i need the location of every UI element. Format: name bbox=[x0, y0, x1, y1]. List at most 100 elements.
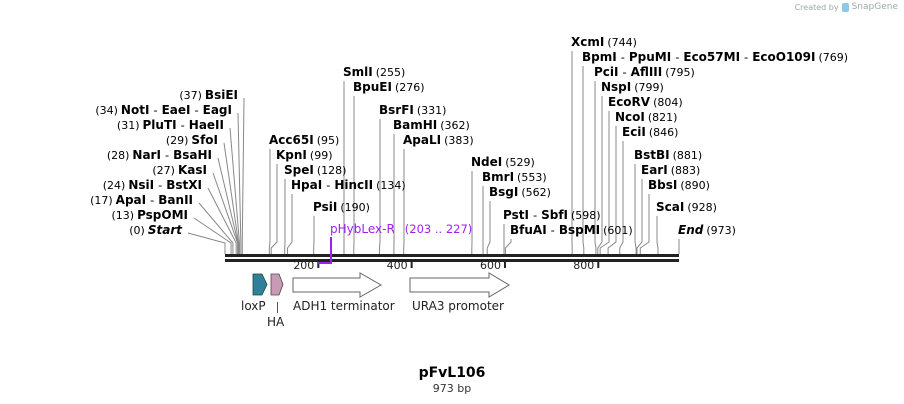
enzyme-site-label-BamHI[interactable]: BamHI (362) bbox=[393, 118, 473, 133]
separator: - bbox=[622, 65, 627, 79]
cut-site-line-BpmI bbox=[582, 66, 585, 254]
enzyme-site-label-BbsI[interactable]: BbsI (890) bbox=[648, 178, 713, 193]
cut-position: (529) bbox=[505, 156, 535, 169]
enzyme-site-label-EcoRV[interactable]: EcoRV (804) bbox=[608, 95, 686, 110]
cut-position: (0) bbox=[129, 224, 145, 237]
enzyme-site-label-ScaI[interactable]: ScaI (928) bbox=[656, 200, 720, 215]
enzyme-site-label-NsiI[interactable]: (24) NsiI - BstXI bbox=[100, 178, 202, 193]
enzyme-site-label-ApaI[interactable]: (17) ApaI - BanII bbox=[87, 193, 193, 208]
enzyme-site-label-End[interactable]: End (973) bbox=[678, 223, 739, 238]
cut-position: (190) bbox=[340, 201, 370, 214]
cut-site-line-PspOMI bbox=[193, 217, 232, 254]
enzyme-site-label-NdeI[interactable]: NdeI (529) bbox=[471, 155, 538, 170]
cut-site-line-ApaI bbox=[198, 202, 234, 254]
feature-label-URA3-promoter: URA3 promoter bbox=[412, 299, 504, 313]
cut-position: (31) bbox=[116, 119, 140, 132]
enzyme-site-label-Start[interactable]: (0) Start bbox=[126, 223, 182, 238]
cut-position: (769) bbox=[818, 51, 849, 64]
cut-site-line-BsgI bbox=[486, 201, 491, 254]
enzyme-site-label-ApaLI[interactable]: ApaLI (383) bbox=[403, 133, 477, 148]
enzyme-site-label-BstBI[interactable]: BstBI (881) bbox=[634, 148, 705, 163]
enzyme-name: SmlI bbox=[343, 65, 373, 79]
enzyme-site-label-BpuEI[interactable]: BpuEI (276) bbox=[353, 80, 428, 95]
enzyme-name: SpeI bbox=[284, 163, 314, 177]
enzyme-site-label-NcoI[interactable]: NcoI (821) bbox=[615, 110, 680, 125]
enzyme-site-label-EciI[interactable]: EciI (846) bbox=[622, 125, 681, 140]
separator: - bbox=[180, 118, 185, 132]
enzyme-name: BpmI bbox=[582, 50, 617, 64]
enzyme-site-label-Acc65I[interactable]: Acc65I (95) bbox=[269, 133, 342, 148]
enzyme-name: EcoO109I bbox=[752, 50, 816, 64]
enzyme-site-label-PciI[interactable]: PciI - AflIII (795) bbox=[594, 65, 698, 80]
enzyme-site-label-HpaI[interactable]: HpaI - HincII (134) bbox=[291, 178, 409, 193]
cut-position: (34) bbox=[95, 104, 118, 117]
cut-position: (24) bbox=[102, 179, 126, 192]
cut-site-line-Acc65I bbox=[268, 149, 271, 254]
cut-position: (973) bbox=[706, 224, 736, 237]
enzyme-site-label-SpeI[interactable]: SpeI (128) bbox=[284, 163, 349, 178]
enzyme-name: BsrFI bbox=[379, 103, 414, 117]
enzyme-name: BpuEI bbox=[353, 80, 392, 94]
enzyme-name: ApaI bbox=[115, 193, 147, 207]
enzyme-name: NdeI bbox=[471, 155, 503, 169]
ruler-tick bbox=[503, 259, 506, 268]
enzyme-name: EagI bbox=[202, 103, 232, 117]
separator: - bbox=[744, 50, 749, 64]
separator: - bbox=[620, 50, 625, 64]
enzyme-site-label-BpmI[interactable]: BpmI - PpuMI - Eco57MI - EcoO109I (769) bbox=[582, 50, 851, 65]
cut-site-line-HpaI bbox=[287, 194, 293, 254]
enzyme-name: BmrI bbox=[482, 170, 515, 184]
enzyme-name: BbsI bbox=[648, 178, 678, 192]
cut-position: (29) bbox=[165, 134, 189, 147]
primer-label[interactable]: pHybLex-R (203 .. 227) bbox=[330, 222, 473, 236]
enzyme-site-label-PspOMI[interactable]: (13) PspOMI bbox=[108, 208, 188, 223]
enzyme-site-label-SmlI[interactable]: SmlI (255) bbox=[343, 65, 408, 80]
cut-site-line-NcoI bbox=[607, 126, 617, 254]
cut-position: (598) bbox=[571, 209, 601, 222]
cut-site-line-KpnI bbox=[270, 164, 278, 254]
enzyme-name: ApaLI bbox=[403, 133, 442, 147]
URA3-promoter-feature-arrow[interactable] bbox=[409, 272, 510, 298]
enzyme-name: BstBI bbox=[634, 148, 670, 162]
loxP-feature-arrow[interactable] bbox=[252, 273, 268, 296]
enzyme-site-label-BmrI[interactable]: BmrI (553) bbox=[482, 170, 550, 185]
cut-site-lines bbox=[187, 51, 680, 254]
cut-site-line-BsiEI bbox=[241, 97, 245, 254]
ruler-tick-label: 600 bbox=[479, 259, 501, 272]
enzyme-site-label-SfoI[interactable]: (29) SfoI bbox=[163, 133, 218, 148]
enzyme-name: BanII bbox=[158, 193, 193, 207]
cut-site-line-NotI bbox=[237, 112, 242, 254]
enzyme-site-label-BsrFI[interactable]: BsrFI (331) bbox=[379, 103, 449, 118]
HA-feature-arrow[interactable] bbox=[270, 273, 284, 296]
enzyme-site-label-BsiEI[interactable]: (37) BsiEI bbox=[176, 88, 238, 103]
separator: - bbox=[153, 103, 158, 117]
enzyme-site-label-PstI[interactable]: PstI - SbfI (598) bbox=[503, 208, 604, 223]
ADH1-terminator-feature-arrow[interactable] bbox=[292, 272, 383, 298]
enzyme-site-label-KasI[interactable]: (27) KasI bbox=[149, 163, 207, 178]
enzyme-name: KasI bbox=[177, 163, 207, 177]
ruler-tick bbox=[410, 259, 413, 268]
enzyme-site-label-XcmI[interactable]: XcmI (744) bbox=[571, 35, 640, 50]
enzyme-site-label-EarI[interactable]: EarI (883) bbox=[641, 163, 703, 178]
enzyme-name: Eco57MI bbox=[683, 50, 741, 64]
cut-position: (799) bbox=[634, 81, 664, 94]
cut-position: (795) bbox=[665, 66, 695, 79]
cut-position: (881) bbox=[672, 149, 703, 162]
cut-position: (846) bbox=[648, 126, 679, 139]
enzyme-site-label-PsiI[interactable]: PsiI (190) bbox=[313, 200, 373, 215]
cut-site-line-Start bbox=[187, 232, 226, 254]
enzyme-site-label-PluTI[interactable]: (31) PluTI - HaeII bbox=[114, 118, 224, 133]
enzyme-site-label-NarI[interactable]: (28) NarI - BsaHI bbox=[104, 148, 212, 163]
enzyme-site-label-BfuAI[interactable]: BfuAI - BspMI (601) bbox=[510, 223, 636, 238]
cut-site-line-EciI bbox=[619, 141, 624, 254]
enzyme-site-label-NspI[interactable]: NspI (799) bbox=[601, 80, 667, 95]
enzyme-site-label-KpnI[interactable]: KpnI (99) bbox=[276, 148, 336, 163]
enzyme-name: BamHI bbox=[393, 118, 438, 132]
cut-site-line-BfuAI bbox=[504, 239, 512, 254]
cut-position: (883) bbox=[670, 164, 701, 177]
enzyme-site-label-NotI[interactable]: (34) NotI - EaeI - EagI bbox=[92, 103, 232, 118]
enzyme-site-label-BsgI[interactable]: BsgI (562) bbox=[489, 185, 554, 200]
enzyme-name: PluTI bbox=[142, 118, 177, 132]
enzyme-name: Start bbox=[147, 223, 182, 237]
